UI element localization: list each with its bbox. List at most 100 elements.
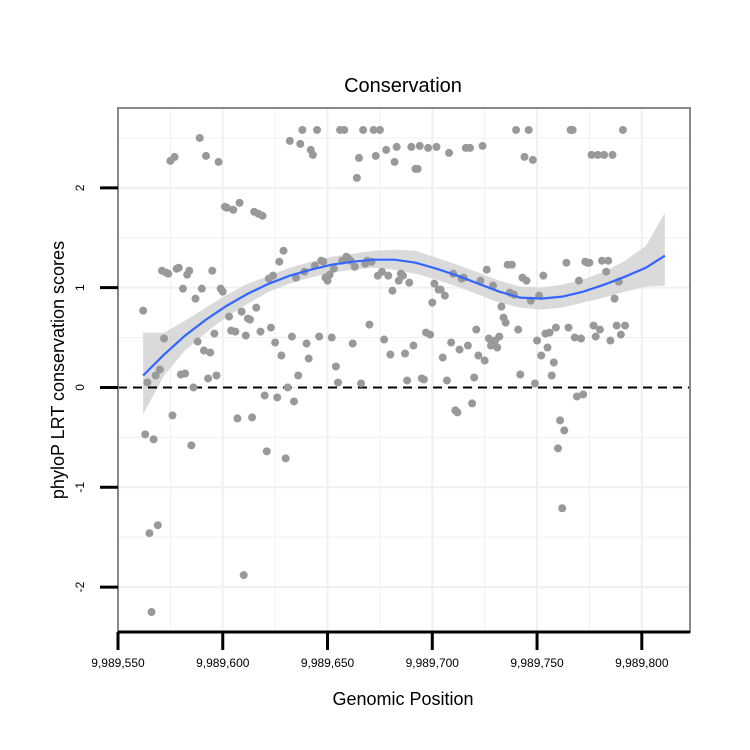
y-axis: -2 -1 0 1 2 [73, 108, 119, 632]
data-point [593, 150, 602, 159]
data-point [143, 378, 152, 387]
confidence-band-area [143, 212, 665, 415]
data-point [612, 321, 621, 330]
data-point [384, 271, 393, 280]
data-point [327, 333, 336, 342]
data-point [292, 273, 301, 282]
data-point [208, 266, 217, 275]
data-point [539, 271, 548, 280]
data-point [595, 325, 604, 334]
data-point [308, 150, 317, 159]
data-point [237, 307, 246, 316]
data-point [478, 141, 487, 150]
smooth-line [142, 254, 666, 377]
data-point [608, 150, 617, 159]
data-point [533, 336, 542, 345]
data-point [348, 339, 357, 348]
y-tick-label: -1 [73, 482, 87, 493]
data-point [325, 270, 334, 279]
data-point [600, 150, 609, 159]
data-point [369, 125, 378, 134]
data-point [225, 312, 234, 321]
data-point [231, 327, 240, 336]
data-point [283, 383, 292, 392]
data-point [480, 356, 489, 365]
x-tick-label: 9,989,800 [615, 656, 669, 670]
data-point [185, 266, 194, 275]
data-point [424, 143, 433, 152]
data-point [409, 341, 418, 350]
data-point [497, 302, 506, 311]
data-point [426, 330, 435, 339]
y-axis-title: phyloP LRT conservation scores [48, 241, 68, 499]
data-point [574, 276, 583, 285]
data-point [528, 155, 537, 164]
data-point [530, 379, 539, 388]
data-point [195, 133, 204, 142]
data-point [474, 351, 483, 360]
data-point [455, 345, 464, 354]
data-point [212, 371, 221, 380]
data-point [436, 285, 445, 294]
data-point [258, 211, 267, 220]
data-point [549, 358, 558, 367]
data-point [537, 351, 546, 360]
data-point [543, 343, 552, 352]
data-point [591, 332, 600, 341]
data-point [371, 151, 380, 160]
data-point [304, 354, 313, 363]
data-point [160, 334, 169, 343]
data-point [524, 125, 533, 134]
data-point [453, 408, 462, 417]
data-point [139, 306, 148, 315]
data-point [235, 198, 244, 207]
plot-panel [118, 108, 690, 632]
data-point [432, 142, 441, 151]
data-point [178, 284, 187, 293]
data-point [287, 332, 296, 341]
data-point [151, 371, 160, 380]
data-point [512, 125, 521, 134]
data-point [572, 392, 581, 401]
data-point [564, 323, 573, 332]
data-point [482, 265, 491, 274]
data-point [260, 391, 269, 400]
data-point [547, 371, 556, 380]
data-point [545, 328, 554, 337]
x-tick-label: 9,989,700 [406, 656, 460, 670]
data-point [241, 331, 250, 340]
data-points [139, 125, 630, 617]
data-point [388, 286, 397, 295]
grid-lines [117, 108, 690, 632]
data-point [153, 521, 162, 530]
data-point [413, 164, 422, 173]
data-point [271, 338, 280, 347]
data-point [281, 454, 290, 463]
data-point [149, 435, 158, 444]
data-point [331, 362, 340, 371]
y-tick-label: 1 [73, 284, 87, 291]
data-point [472, 325, 481, 334]
data-point [170, 152, 179, 161]
data-point [296, 139, 305, 148]
data-point [319, 257, 328, 266]
data-point [233, 414, 242, 423]
data-point [392, 142, 401, 151]
data-point [522, 276, 531, 285]
data-point [430, 279, 439, 288]
data-point [365, 320, 374, 329]
data-point [199, 346, 208, 355]
data-point [405, 278, 414, 287]
data-point [554, 444, 562, 453]
data-point [401, 349, 410, 358]
data-point [248, 413, 257, 422]
data-point [275, 257, 284, 266]
data-point [155, 365, 164, 374]
data-point [218, 287, 227, 296]
data-point [442, 376, 451, 385]
smooth-line-layer [142, 254, 666, 377]
data-point [145, 529, 154, 538]
y-tick-label: 2 [73, 184, 87, 191]
data-point [214, 157, 223, 166]
data-point [277, 351, 286, 360]
